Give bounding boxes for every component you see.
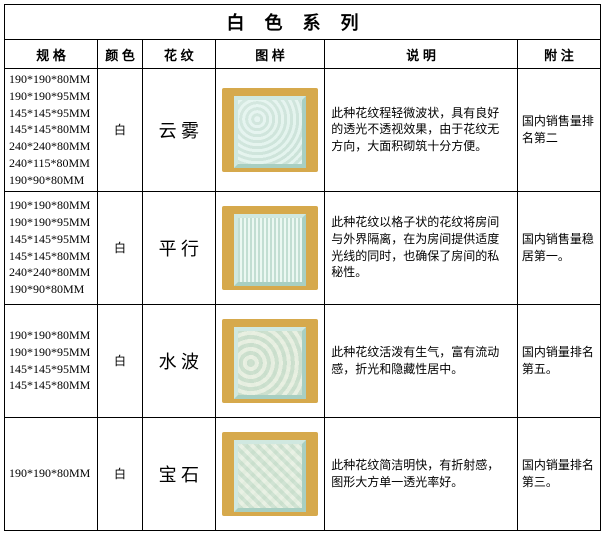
table-title: 白色系列 [5,5,601,40]
cell-color: 白 [98,191,143,304]
cell-color: 白 [98,417,143,530]
cell-sample [215,69,324,192]
cell-spec: 190*190*80MM 190*190*95MM 145*145*95MM 1… [5,191,98,304]
cell-sample [215,191,324,304]
glass-block-icon [234,96,306,168]
cell-pattern: 宝 石 [142,417,215,530]
table-row: 190*190*80MM白宝 石 此种花纹简洁明快，有折射感，图形大方单一透光率好… [5,417,601,530]
cell-color: 白 [98,304,143,417]
cell-sample [215,304,324,417]
title-row: 白色系列 [5,5,601,40]
cell-pattern: 平 行 [142,191,215,304]
glass-block-icon [234,440,306,512]
cell-desc: 此种花纹程轻微波状，具有良好的透光不透视效果，由于花纹无方向，大面积砌筑十分方便… [325,69,518,192]
header-note: 附 注 [517,40,600,69]
cell-desc: 此种花纹活泼有生气，富有流动感，折光和隐藏性居中。 [325,304,518,417]
sample-background [222,88,318,172]
header-spec: 规 格 [5,40,98,69]
cell-spec: 190*190*80MM 190*190*95MM 145*145*95MM 1… [5,304,98,417]
header-desc: 说 明 [325,40,518,69]
cell-color: 白 [98,69,143,192]
cell-sample [215,417,324,530]
header-row: 规 格 颜 色 花 纹 图 样 说 明 附 注 [5,40,601,69]
glass-block-icon [234,327,306,399]
header-pattern: 花 纹 [142,40,215,69]
product-table: 白色系列 规 格 颜 色 花 纹 图 样 说 明 附 注 190*190*80M… [4,4,601,531]
cell-note: 国内销量排名第五。 [517,304,600,417]
cell-note: 国内销售量排名第二 [517,69,600,192]
sample-background [222,432,318,516]
cell-spec: 190*190*80MM 190*190*95MM 145*145*95MM 1… [5,69,98,192]
header-color: 颜 色 [98,40,143,69]
glass-block-icon [234,214,306,286]
sample-background [222,319,318,403]
sample-background [222,206,318,290]
table-row: 190*190*80MM 190*190*95MM 145*145*95MM 1… [5,69,601,192]
cell-pattern: 云 雾 [142,69,215,192]
cell-note: 国内销售量稳居第一。 [517,191,600,304]
table-row: 190*190*80MM 190*190*95MM 145*145*95MM 1… [5,191,601,304]
cell-desc: 此种花纹简洁明快，有折射感，图形大方单一透光率好。 [325,417,518,530]
cell-note: 国内销量排名第三。 [517,417,600,530]
cell-pattern: 水 波 [142,304,215,417]
header-sample: 图 样 [215,40,324,69]
cell-desc: 此种花纹以格子状的花纹将房间与外界隔离，在为房间提供适度光线的同时，也确保了房间… [325,191,518,304]
table-row: 190*190*80MM 190*190*95MM 145*145*95MM 1… [5,304,601,417]
cell-spec: 190*190*80MM [5,417,98,530]
